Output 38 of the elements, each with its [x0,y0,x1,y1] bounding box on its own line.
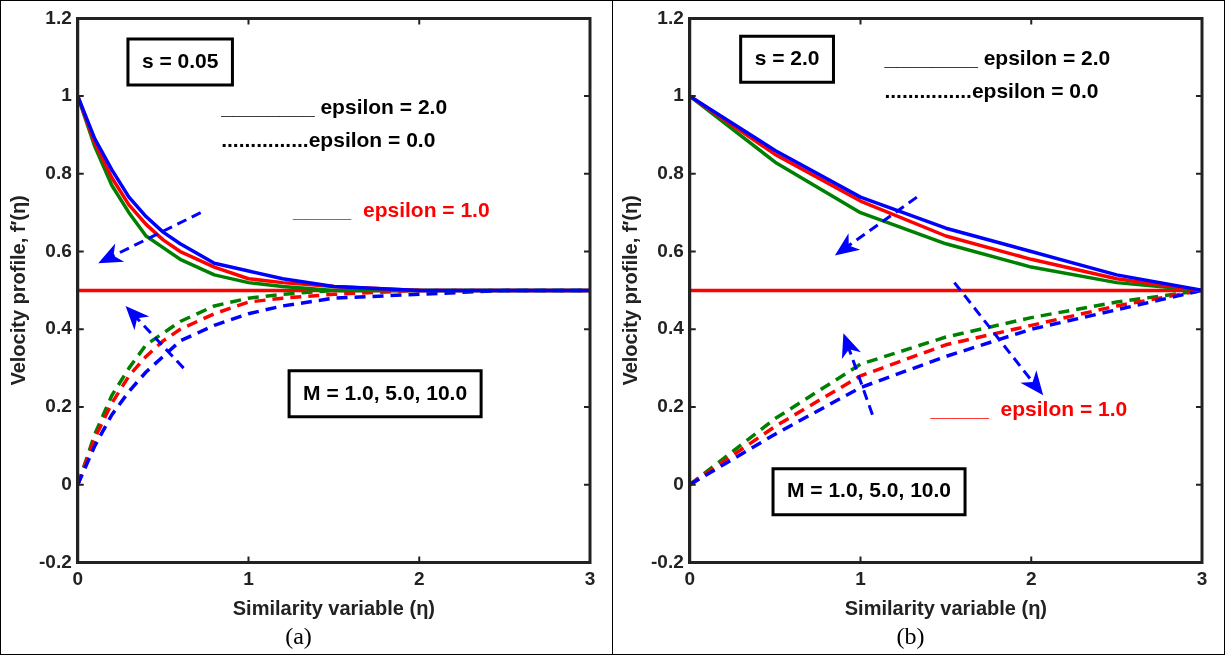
y-tick-label: 0.8 [657,162,684,184]
x-tick-label: 2 [1025,568,1037,590]
text: (a) [285,622,312,649]
y-tick-label: 0.2 [657,395,684,417]
text: (b) [896,622,925,649]
y-tick-label: 1.2 [45,6,72,28]
y-tick-label: 1 [673,84,685,106]
y-tick-label: 0.4 [45,317,73,339]
y-tick-label: -0.2 [38,550,72,572]
annotation: M = 1.0, 5.0, 10.0 [303,380,468,404]
y-tick-label: -0.2 [650,550,684,572]
x-tick-label: 3 [1196,568,1208,590]
y-tick-label: 0.2 [45,395,72,417]
annotation: ________ epsilon = 2.0 [220,94,448,118]
x-axis-title: Similarity variable (η) [232,596,436,619]
x-tick-label: 1 [855,568,867,590]
annotation: s = 0.05 [141,48,219,72]
y-tick-label: 0.6 [45,239,72,261]
x-tick-label: 1 [243,568,255,590]
annotation: _____ epsilon = 1.0 [929,396,1128,420]
y-tick-label: 0.8 [45,162,72,184]
annotation: ________ epsilon = 2.0 [883,46,1111,69]
y-tick-label: 1.2 [657,6,684,28]
y-tick-label: 0 [673,472,684,494]
annotation: _____ epsilon = 1.0 [291,198,490,222]
x-tick-label: 3 [584,568,596,590]
y-axis-title: Velocity profile, f′(η) [6,195,29,386]
y-tick-label: 0.6 [657,239,684,261]
x-tick-label: 2 [413,568,425,590]
y-tick-label: 0.4 [657,317,685,339]
annotation: ...............epsilon = 0.0 [221,127,436,151]
y-tick-label: 1 [61,84,73,106]
annotation: ...............epsilon = 0.0 [884,78,1099,102]
x-axis-title: Similarity variable (η) [844,596,1048,619]
y-axis-title: Velocity profile, f′(η) [618,195,641,386]
y-tick-label: 0 [61,472,72,494]
annotation: s = 2.0 [754,46,820,69]
annotation: M = 1.0, 5.0, 10.0 [787,478,952,502]
